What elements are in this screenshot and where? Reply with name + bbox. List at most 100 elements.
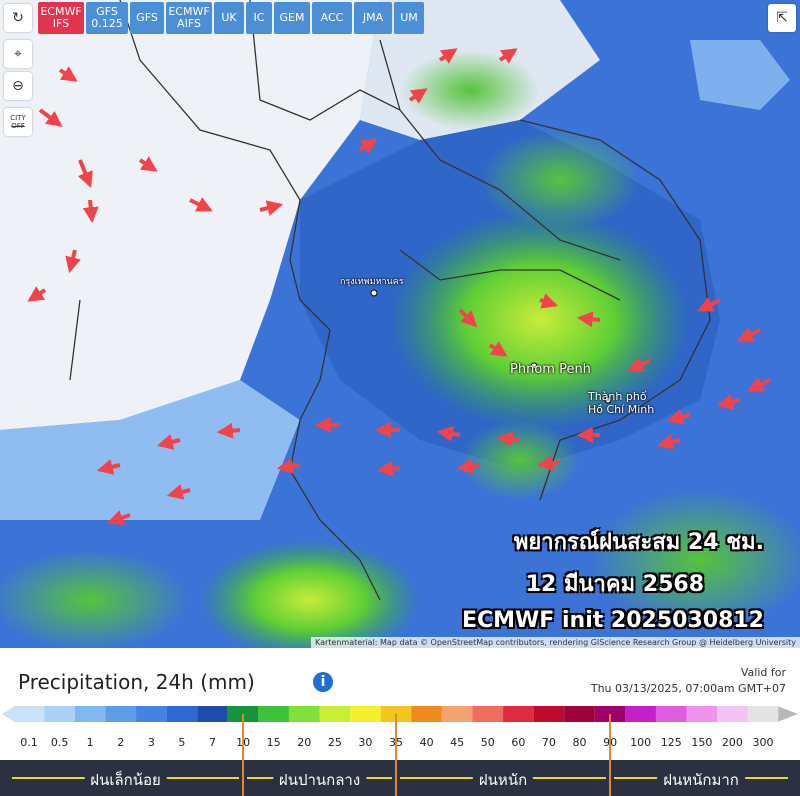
rain-area	[690, 40, 790, 110]
model-button[interactable]: IC	[246, 2, 272, 34]
colorbar-cell	[625, 706, 656, 722]
category-divider	[242, 714, 245, 796]
dry-area	[0, 0, 380, 430]
colorbar-tick: 150	[691, 736, 712, 749]
colorbar-cell	[472, 706, 504, 722]
city-dot	[530, 362, 538, 370]
colorbar-tick: 100	[630, 736, 651, 749]
map: ECMWF IFS GFS 0.125 GFS ECMWF AIFS UK IC GEM AC…	[0, 0, 800, 648]
city-dot	[370, 289, 378, 297]
colorbar-cell	[44, 706, 75, 722]
city-state: OFF	[11, 122, 25, 130]
place-label: Phnom Penh	[510, 362, 591, 377]
colorbar-tick: 5	[178, 736, 185, 749]
model-button[interactable]: ACC	[312, 2, 352, 34]
colorbar-cell	[686, 706, 718, 722]
colorbar-cell	[319, 706, 351, 722]
overlay-title: พยากรณ์ฝนสะสม 24 ชม.	[513, 530, 764, 555]
place-label: กรุงเทพมหานคร	[340, 277, 404, 287]
city-toggle[interactable]: CITY OFF	[4, 108, 32, 136]
colorbar-cell	[503, 706, 534, 722]
legend: Precipitation, 24h (mm) i Valid for Thu …	[0, 648, 800, 796]
colorbar-tick: 30	[358, 736, 372, 749]
map-canvas	[0, 0, 800, 648]
rain-area	[390, 210, 690, 430]
city-label: CITY	[10, 114, 26, 122]
colorbar-start	[2, 706, 15, 722]
model-button[interactable]: JMA	[354, 2, 392, 34]
colorbar-cell	[564, 706, 595, 722]
rain-area	[200, 540, 420, 648]
model-button[interactable]: GFS 0.125	[86, 2, 128, 34]
rain-area	[480, 130, 640, 230]
colorbar-cell	[74, 706, 106, 722]
city-dot	[604, 396, 612, 404]
colorbar-cell	[747, 706, 779, 722]
color-bar: 0.10.51235710152025303540455060708090100…	[2, 706, 798, 749]
category-label: ฝนปานกลาง	[272, 768, 367, 792]
colorbar-cell	[288, 706, 320, 722]
category-label: ฝนเล็กน้อย	[84, 768, 167, 792]
colorbar-tick: 7	[209, 736, 216, 749]
model-button[interactable]: ECMWF IFS	[38, 2, 84, 34]
colorbar-cell	[13, 706, 45, 722]
colorbar-cell	[166, 706, 198, 722]
colorbar-cell	[197, 706, 228, 722]
colorbar-tick: 25	[328, 736, 342, 749]
category-divider	[395, 714, 397, 796]
colorbar-tick: 40	[420, 736, 434, 749]
colorbar-tick: 80	[573, 736, 587, 749]
category-label: ฝนหนักมาก	[657, 768, 745, 792]
colorbar-tick: 300	[753, 736, 774, 749]
colorbar-cell	[258, 706, 289, 722]
colorbar-tick: 0.1	[20, 736, 38, 749]
legend-title: Precipitation, 24h (mm)	[18, 670, 255, 694]
model-button[interactable]: UK	[214, 2, 244, 34]
colorbar-cell	[441, 706, 473, 722]
colorbar-tick: 50	[481, 736, 495, 749]
colorbar-cell	[350, 706, 381, 722]
colorbar-cell	[655, 706, 687, 722]
model-button[interactable]: GEM	[274, 2, 310, 34]
colorbar-tick: 20	[297, 736, 311, 749]
share-button[interactable]: ⇱	[768, 4, 796, 32]
colorbar-cell	[717, 706, 748, 722]
model-button[interactable]: ECMWF AIFS	[166, 2, 212, 34]
colorbar-tick: 1	[87, 736, 94, 749]
colorbar-tick: 200	[722, 736, 743, 749]
rain-area	[0, 380, 300, 520]
wind-arrows	[27, 48, 771, 526]
rain-area	[460, 420, 580, 500]
colorbar-cell	[105, 706, 137, 722]
colorbar-tick: 3	[148, 736, 155, 749]
colorbar-tick: 15	[267, 736, 281, 749]
refresh-button[interactable]: ↻	[4, 4, 32, 32]
rain-area	[0, 550, 190, 648]
attribution: Kartenmaterial: Map data © OpenStreetMap…	[310, 637, 800, 648]
category-divider	[609, 714, 612, 796]
info-icon[interactable]: i	[313, 672, 333, 692]
colorbar-cell	[411, 706, 442, 722]
colorbar-tick: 0.5	[51, 736, 69, 749]
colorbar-tick: 60	[511, 736, 525, 749]
model-button[interactable]: GFS	[130, 2, 164, 34]
colorbar-tick: 45	[450, 736, 464, 749]
colorbar-cell	[136, 706, 167, 722]
colorbar-tick: 125	[661, 736, 682, 749]
valid-time: Thu 03/13/2025, 07:00am GMT+07	[590, 682, 786, 695]
overlay-date: 12 มีนาคม 2568	[525, 572, 704, 597]
overlay-model: ECMWF init 2025030812	[461, 608, 764, 633]
colorbar-tick: 2	[117, 736, 124, 749]
intensity-bar: ฝนเล็กน้อย ฝนปานกลาง ฝนหนัก ฝนหนักมาก	[0, 714, 800, 796]
model-button[interactable]: UM	[394, 2, 424, 34]
colorbar-tick: 70	[542, 736, 556, 749]
colorbar-cell	[533, 706, 565, 722]
zoom-button[interactable]: ⊖	[4, 72, 32, 100]
category-label: ฝนหนัก	[472, 768, 534, 792]
rain-area	[590, 490, 800, 630]
valid-label: Valid for	[740, 666, 786, 679]
locate-button[interactable]: ⌖	[4, 40, 32, 68]
rain-area	[400, 50, 540, 130]
place-label: Thành phố Hồ Chí Minh	[588, 390, 655, 416]
